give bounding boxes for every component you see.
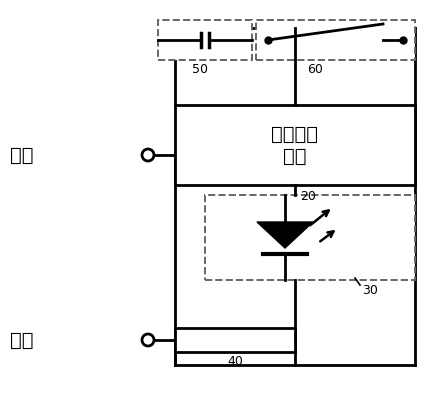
Bar [205, 195, 415, 280]
Bar [256, 20, 415, 60]
Text: 火线: 火线 [10, 146, 34, 164]
Text: 60: 60 [307, 63, 323, 76]
Text: 50: 50 [192, 63, 208, 76]
Text: 40: 40 [227, 355, 243, 368]
Text: 30: 30 [362, 284, 378, 297]
Polygon shape [257, 222, 313, 248]
Bar [175, 105, 415, 185]
Bar [175, 328, 295, 352]
Text: 零线: 零线 [10, 330, 34, 350]
Text: 电流继电
模块: 电流继电 模块 [272, 124, 319, 166]
Bar [158, 20, 252, 60]
Text: 20: 20 [300, 190, 316, 203]
